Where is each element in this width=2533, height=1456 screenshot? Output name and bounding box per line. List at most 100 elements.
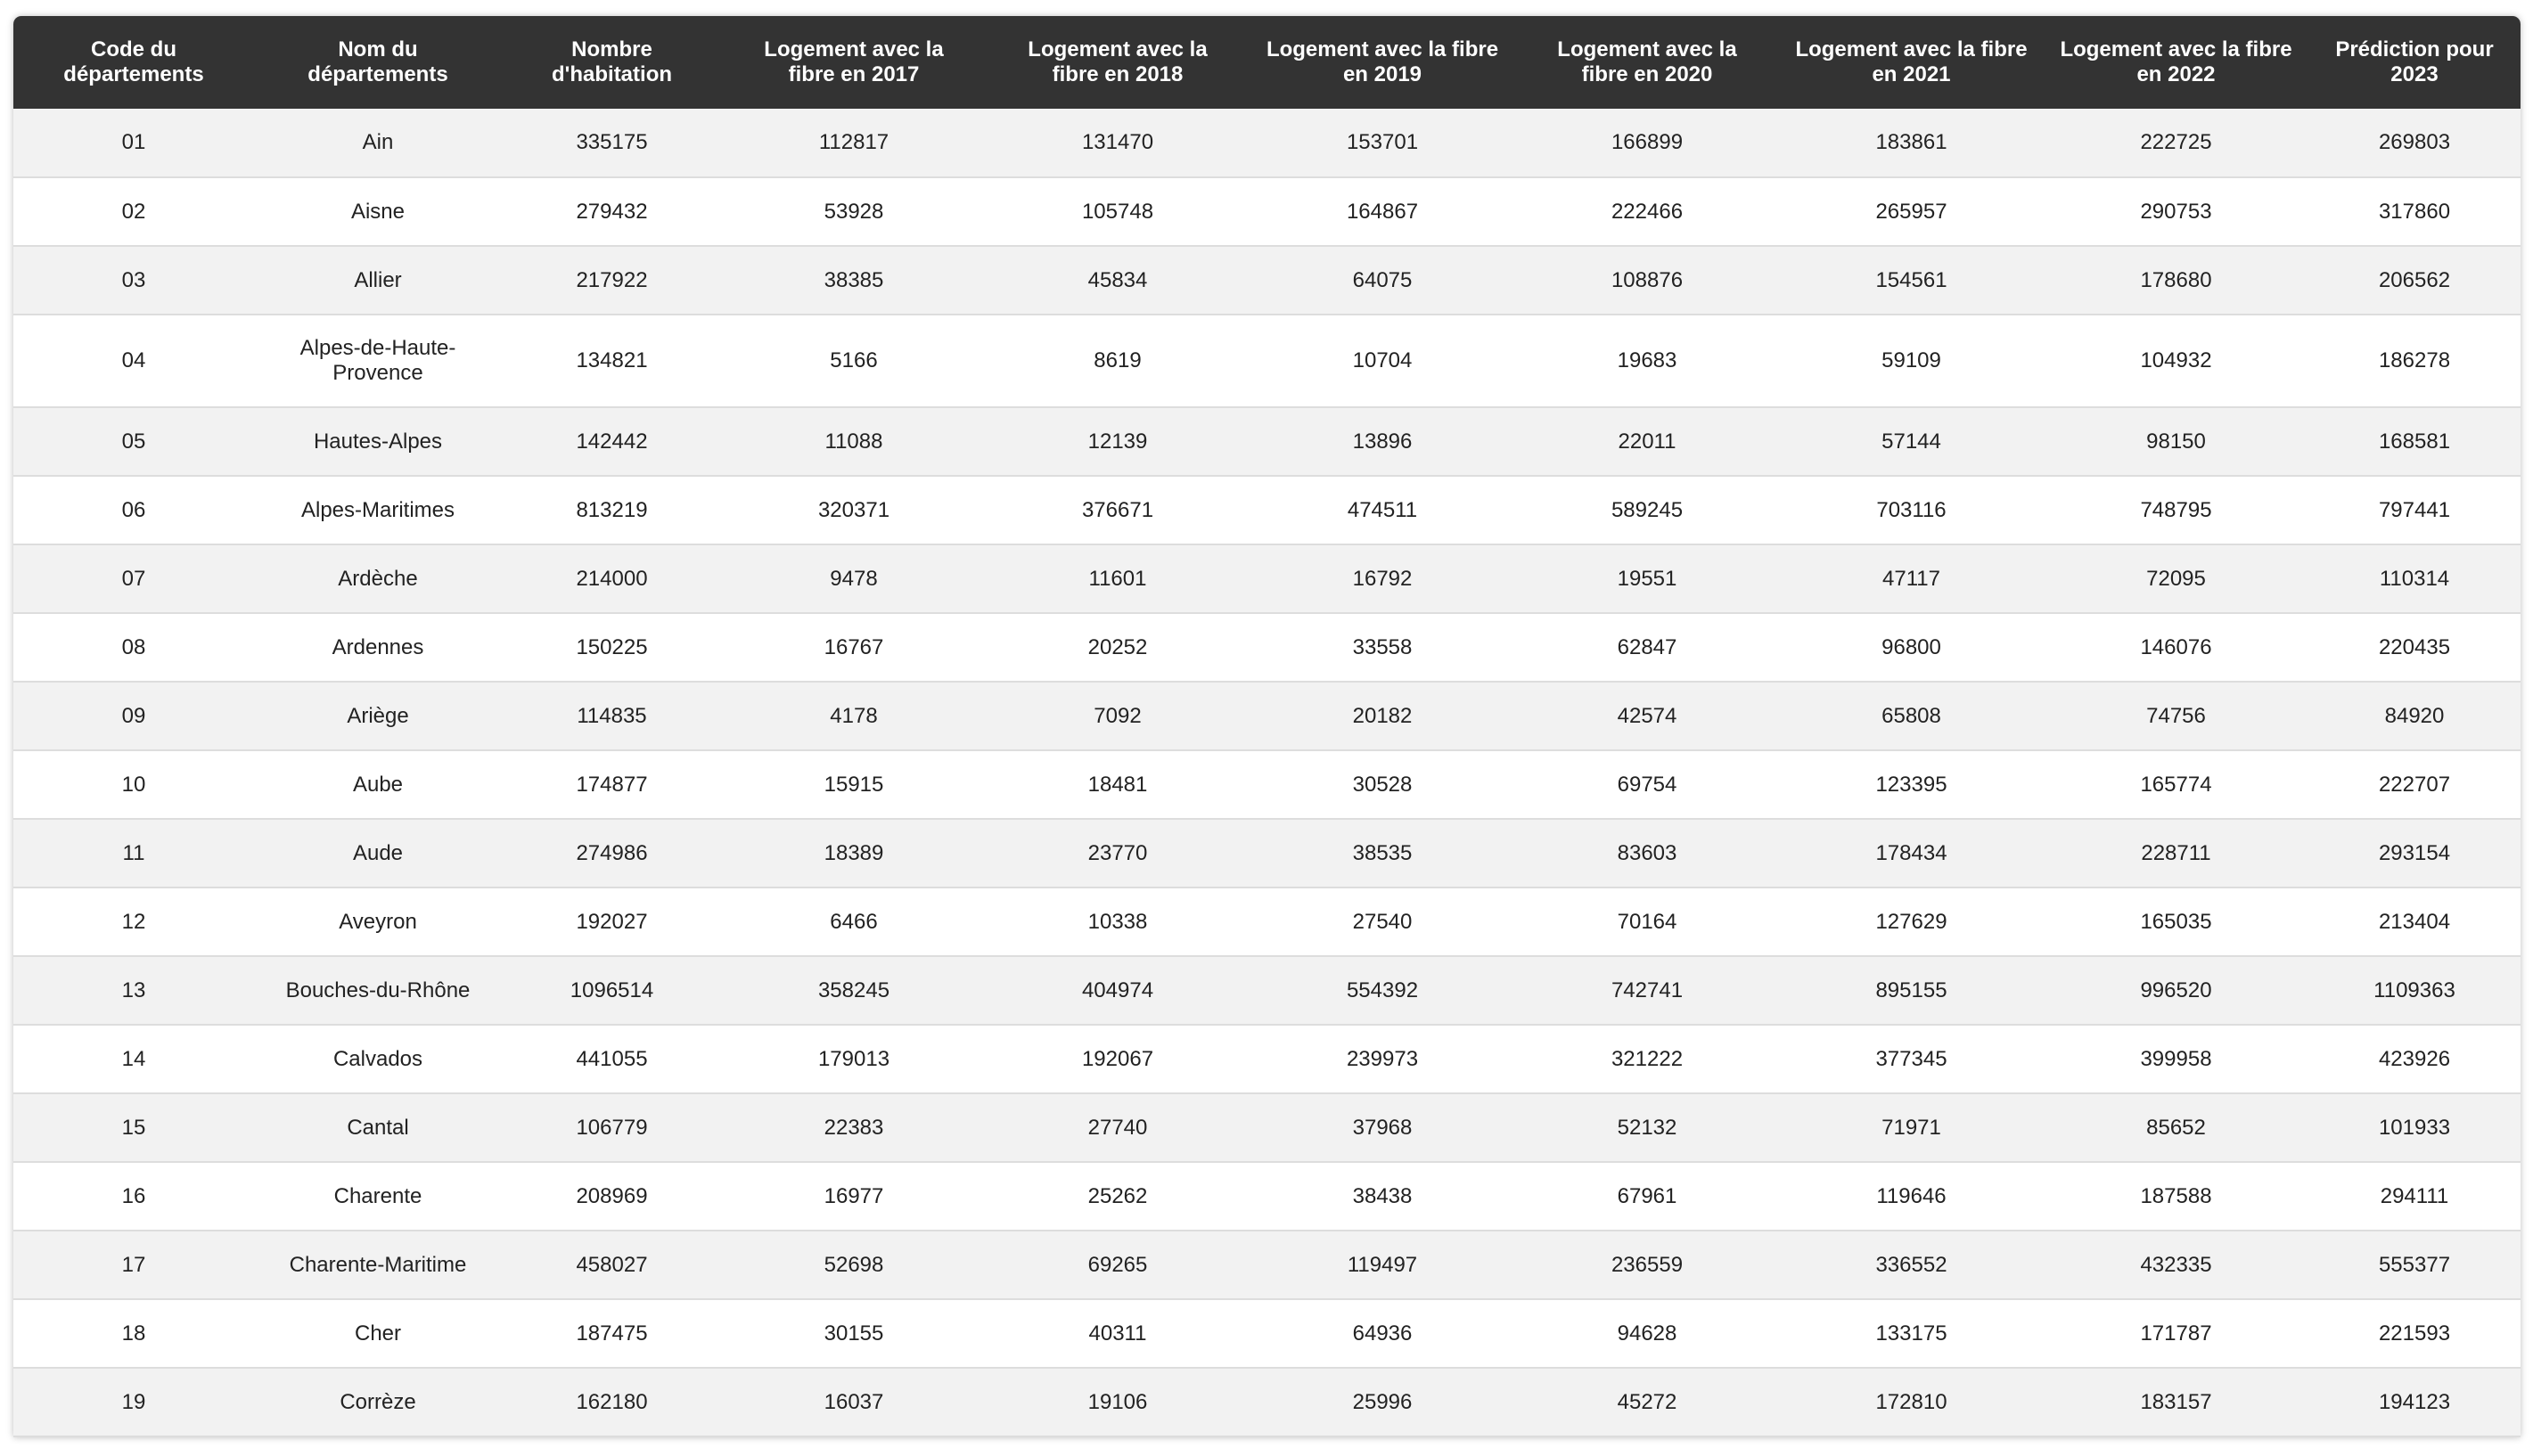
table-cell: 10 [121, 772, 146, 797]
table-cell: 37968 [1352, 1115, 1413, 1140]
table-cell: 208969 [576, 1183, 648, 1208]
table-cell: 179013 [817, 1046, 890, 1071]
table-cell: 02 [121, 199, 146, 224]
table-cell: 6466 [830, 909, 878, 934]
table-cell: 220435 [2378, 634, 2451, 659]
table-cell: 458027 [576, 1252, 648, 1277]
table-row: 09 Ariège 114835 4178 7092 20182 42574 65808 747… [13, 682, 2521, 750]
column-header: Code du départements [63, 37, 204, 86]
table-cell: 12 [121, 909, 146, 934]
table-cell: 106779 [576, 1115, 648, 1140]
table-cell: 269803 [2378, 130, 2451, 154]
table-cell: 108876 [1611, 267, 1684, 292]
table-cell: 320371 [817, 497, 890, 522]
table-cell: Charente [333, 1183, 422, 1208]
table-cell: 16037 [824, 1389, 884, 1414]
table-cell: Allier [354, 267, 402, 292]
table-cell: 441055 [576, 1046, 648, 1071]
table-cell: Cantal [347, 1115, 409, 1140]
table-row: 15 Cantal 106779 22383 27740 37968 52132 71971 8… [13, 1093, 2521, 1162]
table-cell: 236559 [1611, 1252, 1684, 1277]
table-cell: Charente-Maritime [289, 1252, 467, 1277]
table-cell: 213404 [2378, 909, 2451, 934]
table-cell: 65808 [1881, 703, 1941, 728]
table-cell: Calvados [332, 1046, 423, 1071]
table-cell: 131470 [1081, 130, 1154, 154]
table-row: 19 Corrèze 162180 16037 19106 25996 45272 17281… [13, 1368, 2521, 1436]
table-cell: 96800 [1881, 634, 1941, 659]
table-cell: Aisne [350, 199, 406, 224]
table-cell: Cher [354, 1321, 402, 1346]
table-cell: Aude [352, 840, 404, 865]
table-cell: 192027 [576, 909, 648, 934]
table-cell: 08 [121, 634, 146, 659]
table-cell: 71971 [1881, 1115, 1941, 1140]
table-cell: 321222 [1611, 1046, 1684, 1071]
table-cell: 7092 [1094, 703, 1142, 728]
table-cell: 166899 [1611, 130, 1684, 154]
table-cell: 274986 [576, 840, 648, 865]
table-row: 16 Charente 208969 16977 25262 38438 67961 1196… [13, 1162, 2521, 1231]
table-cell: 178434 [1875, 840, 1947, 865]
table-cell: 27740 [1087, 1115, 1148, 1140]
table-cell: 01 [121, 130, 146, 154]
table-cell: Ardennes [332, 634, 424, 659]
table-cell: Bouches-du-Rhône [285, 977, 471, 1002]
table-cell: 186278 [2378, 348, 2451, 372]
table-row: 01 Ain 335175 112817 131470 153701 166899 18386… [13, 109, 2521, 177]
table-cell: 119646 [1876, 1183, 1947, 1208]
table-cell: 67961 [1617, 1183, 1677, 1208]
table-row: 05 Hautes-Alpes 142442 11088 12139 13896 22011… [13, 407, 2521, 476]
column-header: Logement avec la fibre en 2021 [1795, 37, 2028, 86]
table-cell: 14 [121, 1046, 146, 1071]
table-row: 18 Cher 187475 30155 40311 64936 94628 133175 17… [13, 1299, 2521, 1368]
table-cell: 797441 [2378, 497, 2451, 522]
table-cell: 16767 [824, 634, 884, 659]
column-header: Logement avec la fibre en 2019 [1266, 37, 1499, 86]
table-cell: 162180 [576, 1389, 648, 1414]
table-cell: 123395 [1875, 772, 1947, 797]
table-cell: 114835 [577, 703, 647, 728]
table-cell: 25996 [1352, 1389, 1413, 1414]
table-cell: 47117 [1882, 566, 1940, 591]
table-cell: 194123 [2378, 1389, 2451, 1414]
table-cell: 12139 [1087, 429, 1148, 454]
table-cell: 172810 [1875, 1389, 1947, 1414]
table-cell: 217922 [576, 267, 648, 292]
table-cell: 214000 [576, 566, 648, 591]
table-cell: 30155 [824, 1321, 884, 1346]
table-cell: 20252 [1087, 634, 1148, 659]
column-header: Nombre d'habitation [551, 37, 673, 86]
table-cell: 742741 [1611, 977, 1684, 1002]
table-cell: 22383 [824, 1115, 884, 1140]
table-cell: 164867 [1346, 199, 1419, 224]
table-row: 07 Ardèche 214000 9478 11601 16792 19551 47117 7… [13, 544, 2521, 613]
table-cell: 20182 [1352, 703, 1413, 728]
table-cell: 703116 [1876, 497, 1947, 522]
table-cell: 154561 [1875, 267, 1947, 292]
column-header: Prédiction pour 2023 [2335, 37, 2494, 86]
table-cell: 112817 [818, 130, 889, 154]
table-cell: 142442 [576, 429, 648, 454]
table-cell: 317860 [2378, 199, 2451, 224]
table-cell: 84920 [2384, 703, 2445, 728]
table-cell: 11601 [1088, 566, 1147, 591]
table-cell: 183157 [2140, 1389, 2212, 1414]
table-cell: Aveyron [339, 909, 417, 934]
table-row: 17 Charente-Maritime 458027 52698 69265 11949… [13, 1231, 2521, 1299]
table-cell: 57144 [1881, 429, 1941, 454]
table-cell: 17 [121, 1252, 146, 1277]
table-cell: 27540 [1352, 909, 1413, 934]
column-header: Logement avec la fibre en 2022 [2060, 37, 2292, 86]
table-cell: 168581 [2378, 429, 2451, 454]
table-cell: 62847 [1617, 634, 1677, 659]
table-cell: 94628 [1617, 1321, 1677, 1346]
table-cell: 33558 [1352, 634, 1413, 659]
table-cell: 64075 [1352, 267, 1413, 292]
column-header: Logement avec la fibre en 2018 [1028, 37, 1208, 86]
table-cell: 11088 [824, 429, 883, 454]
table-cell: 13896 [1352, 429, 1413, 454]
table-cell: 11 [122, 840, 145, 865]
table-cell: 52698 [824, 1252, 884, 1277]
table-row: 03 Allier 217922 38385 45834 64075 108876 15456… [13, 246, 2521, 315]
